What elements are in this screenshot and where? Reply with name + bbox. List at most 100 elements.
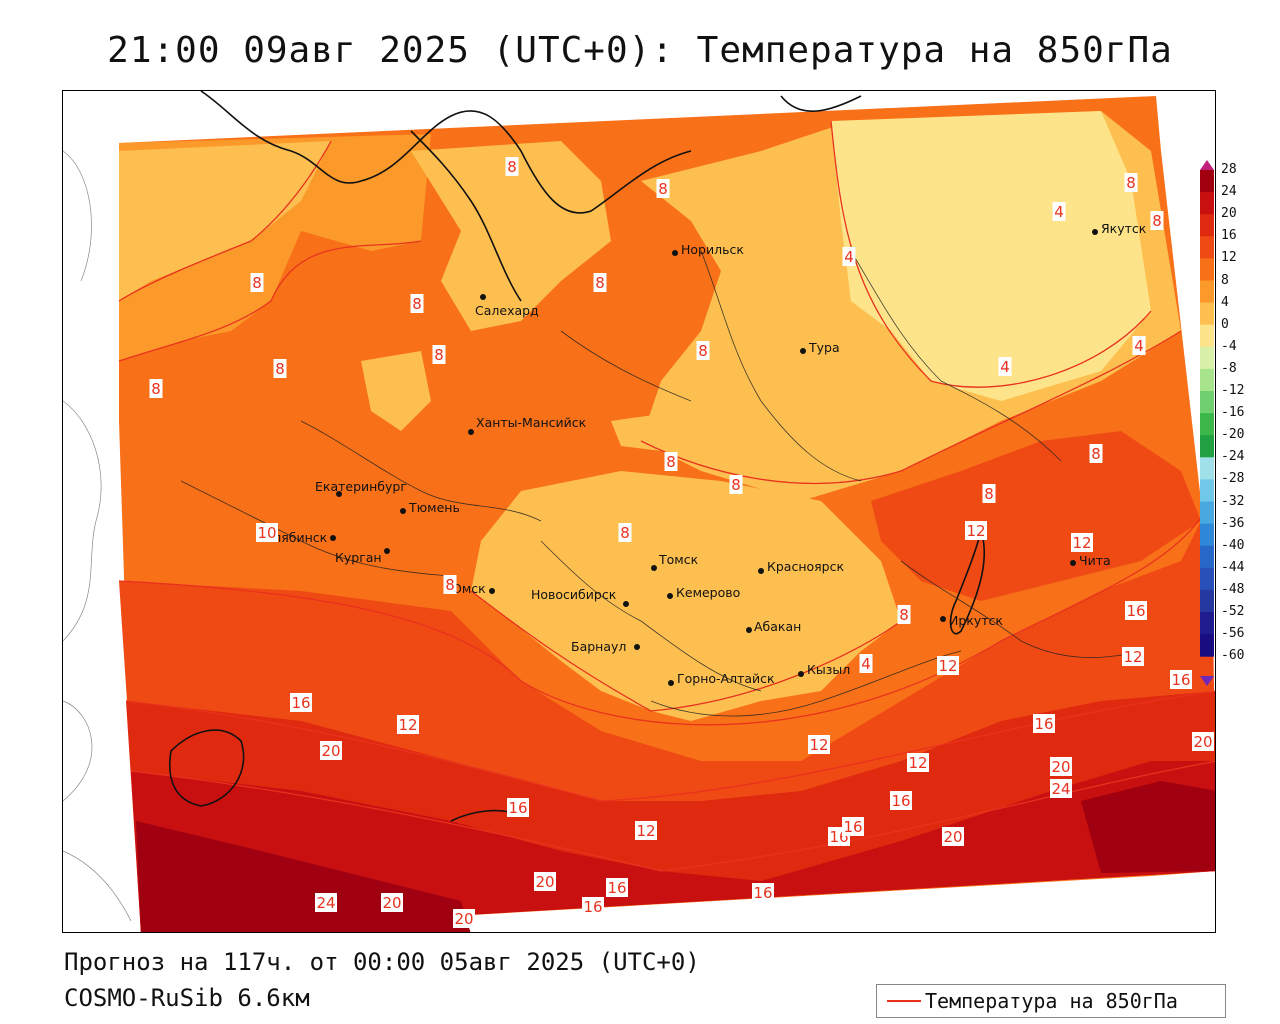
svg-text:16: 16: [1171, 671, 1190, 689]
contour-label: 16: [842, 817, 864, 836]
contour-label: 8: [273, 359, 287, 378]
contour-label: 12: [1071, 533, 1093, 552]
svg-text:Омск: Омск: [452, 581, 486, 596]
svg-text:Горно-Алтайск: Горно-Алтайск: [677, 671, 775, 686]
contour-label: 8: [1089, 444, 1103, 463]
contour-label: 12: [808, 735, 830, 754]
temperature-map: Норильск Салехард Тура Якутск Ханты-Манс…: [63, 91, 1215, 932]
colorbar-segment: [1200, 192, 1214, 215]
colorbar-segment: [1200, 589, 1214, 613]
svg-text:Абакан: Абакан: [754, 619, 801, 634]
city-kurgan: Курган: [335, 548, 390, 565]
contour-label: 24: [315, 893, 337, 912]
svg-text:Ханты-Мансийск: Ханты-Мансийск: [476, 415, 587, 430]
svg-text:16: 16: [753, 884, 772, 902]
colorbar-tick-label: 20: [1221, 206, 1237, 222]
contour-label: 8: [664, 452, 678, 471]
legend-line-swatch: [887, 1000, 921, 1002]
svg-text:8: 8: [412, 295, 422, 313]
colorbar-tick-label: -32: [1221, 493, 1245, 509]
contour-label: 12: [907, 753, 929, 772]
contour-label: 20: [1050, 757, 1072, 776]
colorbar-tick-label: 28: [1221, 162, 1237, 177]
svg-text:20: 20: [943, 828, 962, 846]
colorbar-tick-label: 16: [1221, 228, 1237, 244]
svg-text:Барнаул: Барнаул: [571, 639, 626, 654]
contour-label: 8: [618, 523, 632, 542]
colorbar-tick-label: -28: [1221, 471, 1245, 487]
svg-text:Новосибирск: Новосибирск: [531, 587, 617, 602]
colorbar-tick-label: -36: [1221, 515, 1245, 531]
svg-text:8: 8: [275, 360, 285, 378]
svg-text:20: 20: [1193, 733, 1212, 751]
colorbar-tick-label: -40: [1221, 537, 1245, 553]
city-yakutsk: Якутск: [1092, 221, 1147, 236]
contour-label: 20: [1192, 732, 1214, 751]
svg-text:12: 12: [809, 736, 828, 754]
svg-text:16: 16: [291, 694, 310, 712]
svg-text:16: 16: [843, 818, 862, 836]
svg-text:8: 8: [658, 180, 668, 198]
contour-label: 16: [606, 878, 628, 897]
colorbar-segment: [1200, 523, 1214, 547]
contour-label: 20: [942, 827, 964, 846]
svg-text:Кемерово: Кемерово: [676, 585, 740, 600]
city-salekhard: Салехард: [475, 294, 539, 318]
svg-text:20: 20: [1051, 758, 1070, 776]
colorbar-tick-label: -16: [1221, 405, 1245, 421]
colorbar-tick-label: 8: [1221, 272, 1229, 288]
svg-text:8: 8: [507, 158, 517, 176]
colorbar-tick-label: -12: [1221, 383, 1245, 398]
svg-text:Курган: Курган: [335, 550, 382, 565]
contour-label: 8: [149, 379, 163, 398]
city-norilsk: Норильск: [672, 242, 744, 257]
svg-text:24: 24: [1051, 780, 1070, 798]
contour-label: 4: [998, 357, 1012, 376]
svg-text:Тура: Тура: [808, 340, 840, 355]
map-frame: Норильск Салехард Тура Якутск Ханты-Манс…: [62, 90, 1216, 933]
colorbar-tick-label: -44: [1221, 559, 1245, 575]
city-abakan: Абакан: [746, 619, 801, 634]
svg-text:20: 20: [535, 873, 554, 891]
contour-label: 8: [656, 179, 670, 198]
contour-label: 8: [443, 575, 457, 594]
colorbar-segment: [1200, 280, 1214, 304]
city-tyumen: Тюмень: [400, 500, 460, 515]
svg-text:8: 8: [698, 342, 708, 360]
colorbar-tick-label: 0: [1221, 316, 1229, 332]
colorbar-segment: [1200, 324, 1214, 348]
legend-label: Температура на 850гПа: [925, 989, 1178, 1013]
colorbar-segment: [1200, 479, 1214, 502]
contour-label: 8: [982, 484, 996, 503]
city-chita: Чита: [1070, 553, 1111, 568]
contour-label: 12: [937, 656, 959, 675]
colorbar-segment: [1200, 634, 1214, 657]
contour-label: 8: [897, 605, 911, 624]
colorbar-tick-label: -52: [1221, 604, 1245, 619]
colorbar-segment: [1200, 501, 1214, 525]
colorbar-tick-label: -48: [1221, 581, 1245, 597]
svg-text:8: 8: [731, 476, 741, 494]
svg-text:16: 16: [583, 898, 602, 916]
colorbar-segment: [1200, 435, 1214, 458]
svg-text:12: 12: [398, 716, 417, 734]
svg-text:Иркутск: Иркутск: [949, 613, 1003, 628]
contour-label: 12: [635, 821, 657, 840]
svg-text:16: 16: [1126, 602, 1145, 620]
colorbar-segment: [1200, 302, 1214, 326]
svg-text:Красноярск: Красноярск: [767, 559, 844, 574]
svg-text:8: 8: [434, 346, 444, 364]
city-novosibirsk: Новосибирск: [531, 587, 629, 607]
contour-label: 16: [290, 693, 312, 712]
city-krasnoyarsk: Красноярск: [758, 559, 844, 574]
svg-text:12: 12: [1123, 648, 1142, 666]
svg-text:12: 12: [908, 754, 927, 772]
svg-text:16: 16: [607, 879, 626, 897]
contour-label: 8: [410, 294, 424, 313]
city-kyzyl: Кызыл: [798, 662, 850, 677]
svg-text:4: 4: [1000, 358, 1010, 376]
colorbar-tick-label: -4: [1221, 338, 1237, 354]
colorbar-tick-label: 4: [1221, 294, 1229, 310]
contour-labels: 8 8 8 8 8 8 8 8 8 8 8 8 8 8 8 8 8 8 4 4 4 4 4 10 12 12 12 12 12 12 12 1…: [149, 157, 1214, 928]
svg-text:Салехард: Салехард: [475, 303, 539, 318]
